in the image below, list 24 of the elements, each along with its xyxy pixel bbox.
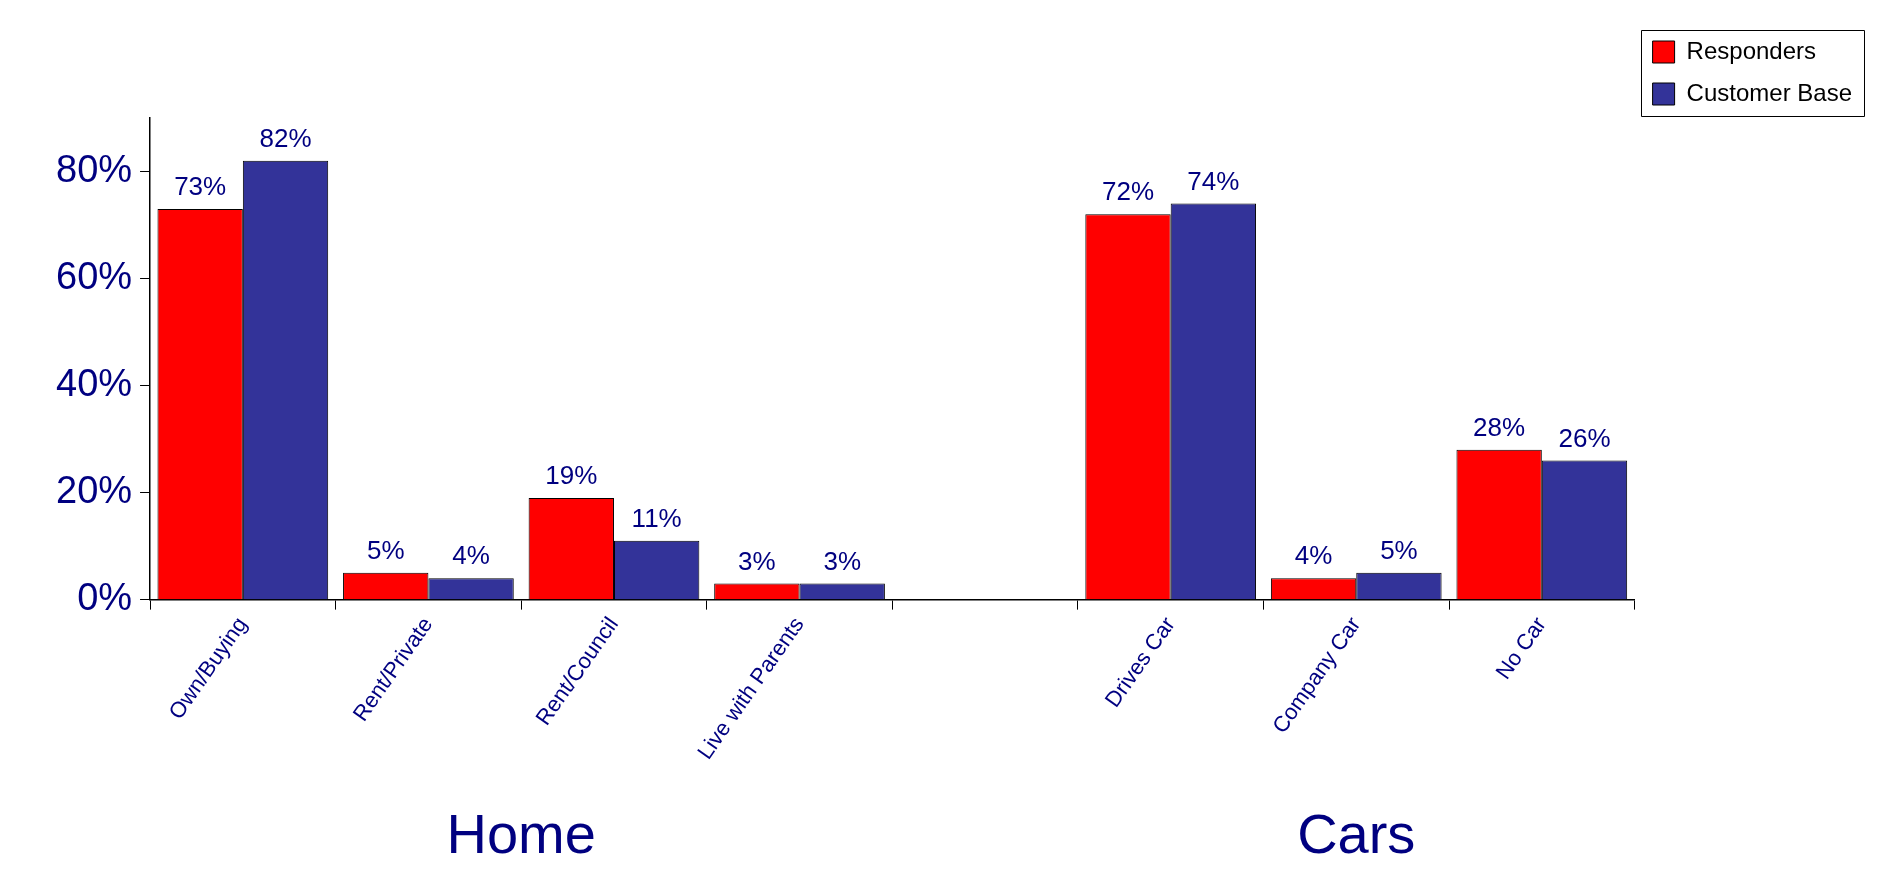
data-label: 73% (174, 171, 227, 202)
text: Home (446, 802, 596, 866)
data-label: 5% (366, 535, 405, 566)
y-tick-label: 20% (55, 469, 133, 512)
y-tick-label: 60% (55, 255, 133, 298)
text: Cars (1297, 802, 1416, 866)
legend-label: Responders (1686, 36, 1817, 64)
data-label: 26% (1558, 422, 1611, 453)
y-tick-label: 80% (55, 148, 133, 190)
data-label: 19% (545, 460, 598, 491)
x-tick-label: No Car (1490, 612, 1551, 684)
data-label: 74% (1187, 165, 1240, 196)
data-label: 5% (1380, 535, 1418, 566)
data-label: 4% (452, 540, 490, 571)
data-label: 4% (1294, 540, 1333, 571)
data-label: 72% (1101, 176, 1155, 207)
data-label: 28% (1473, 411, 1526, 442)
data-label: 82% (259, 122, 312, 153)
data-label: 3% (823, 545, 862, 576)
y-tick-label: 0% (77, 576, 133, 619)
y-tick-label: 40% (55, 362, 133, 405)
data-label: 3% (738, 545, 776, 576)
data-label: 11% (631, 502, 682, 533)
legend-label: Customer Base (1686, 78, 1853, 106)
